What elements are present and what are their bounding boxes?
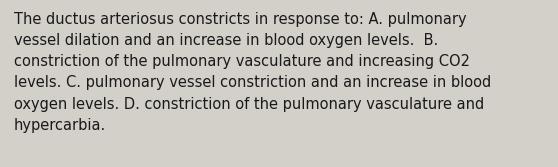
Text: The ductus arteriosus constricts in response to: A. pulmonary
vessel dilation an: The ductus arteriosus constricts in resp… xyxy=(14,12,491,133)
